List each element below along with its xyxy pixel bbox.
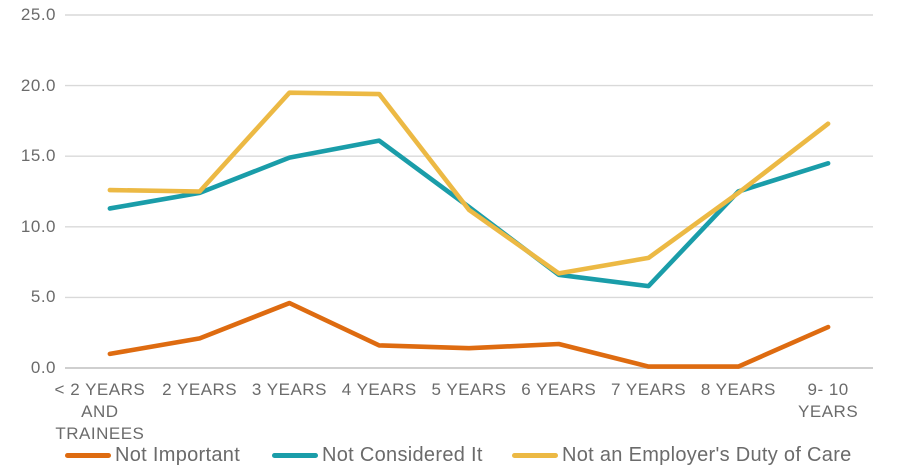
- legend-item-not-considered-it: Not Considered It: [272, 441, 483, 469]
- legend: Not Important Not Considered It Not an E…: [0, 441, 913, 469]
- legend-label: Not Considered It: [322, 443, 483, 466]
- y-axis-tick-label: 20.0: [20, 75, 56, 95]
- series-line-2: [107, 90, 831, 276]
- x-axis-category-label: 2 YEARS: [162, 380, 238, 399]
- legend-line-swatch-teal: [272, 452, 318, 458]
- y-axis-tick-label: 25.0: [20, 5, 56, 24]
- series-line-1: [107, 138, 831, 289]
- x-axis-category-label: 4 YEARS: [341, 380, 417, 399]
- series-line-0: [107, 300, 831, 369]
- x-axis-category-label: 8 YEARS: [700, 380, 776, 399]
- x-axis-category-label: 9- 10 YEARS: [798, 380, 859, 421]
- legend-item-not-an-employers-duty-of-care: Not an Employer's Duty of Care: [512, 441, 852, 469]
- x-axis-category-label: < 2 YEARS AND TRAINEES: [54, 380, 146, 443]
- legend-line-swatch-orange: [65, 452, 111, 458]
- legend-label: Not an Employer's Duty of Care: [562, 443, 852, 466]
- y-axis-tick-label: 15.0: [20, 146, 56, 166]
- y-axis-tick-label: 10.0: [20, 216, 56, 236]
- x-axis-category-label: 5 YEARS: [431, 380, 507, 399]
- x-axis-category-label: 6 YEARS: [521, 380, 597, 399]
- x-axis-category-label: 3 YEARS: [251, 380, 327, 399]
- y-axis-tick-label: 5.0: [30, 287, 56, 307]
- legend-item-not-important: Not Important: [65, 441, 240, 469]
- x-axis-category-label: 7 YEARS: [611, 380, 687, 399]
- legend-line-swatch-yellow: [512, 452, 558, 458]
- legend-label: Not Important: [115, 443, 241, 466]
- y-axis-tick-label: 0.0: [30, 358, 56, 377]
